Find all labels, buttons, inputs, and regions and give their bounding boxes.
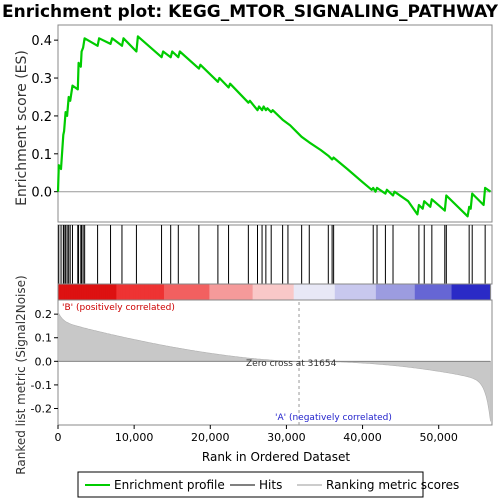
x-tick-label: 20,000 <box>191 431 230 444</box>
legend-item-hits: Hits <box>259 478 282 492</box>
x-tick-label: 40,000 <box>343 431 382 444</box>
es-tick-label: 0.4 <box>31 34 52 49</box>
x-tick-label: 50,000 <box>419 431 458 444</box>
ranked-heatmap-bar <box>58 284 491 300</box>
metric-tick-label: 0.0 <box>35 355 53 368</box>
es-plot-frame <box>58 25 492 222</box>
metric-tick-label: 0.1 <box>35 332 53 345</box>
x-tick-label: 0 <box>55 431 62 444</box>
es-tick-label: 0.3 <box>31 72 52 87</box>
legend: Enrichment profile Hits Ranking metric s… <box>78 472 459 497</box>
legend-item-enrichment: Enrichment profile <box>114 478 225 492</box>
metric-tick-label: -0.1 <box>31 379 52 392</box>
metric-tick-label: 0.2 <box>35 308 53 321</box>
positive-correlation-label: 'B' (positively correlated) <box>62 303 175 313</box>
es-tick-label: 0.2 <box>31 110 52 125</box>
legend-item-metric: Ranking metric scores <box>326 478 459 492</box>
es-tick-label: 0.0 <box>31 186 52 201</box>
chart-title: Enrichment plot: KEGG_MTOR_SIGNALING_PAT… <box>2 2 499 22</box>
hits-frame <box>58 225 492 284</box>
ranked-metric-panel: 0.2 0.1 0.0 -0.1 -0.2 0 10,000 20,000 30,000 40,0… <box>31 300 492 444</box>
es-tick-label: 0.1 <box>31 148 52 163</box>
enrichment-score-panel: 0.0 0.1 0.2 0.3 0.4 <box>31 25 492 222</box>
metric-axis-label: Ranked list metric (Signal2Noise) <box>14 275 28 474</box>
zero-cross-label: Zero cross at 31654 <box>246 359 337 369</box>
negative-correlation-label: 'A' (negatively correlated) <box>275 413 392 423</box>
x-tick-label: 30,000 <box>267 431 306 444</box>
metric-tick-label: -0.2 <box>31 402 52 415</box>
x-axis-label: Rank in Ordered Dataset <box>202 450 350 464</box>
x-tick-label: 10,000 <box>115 431 154 444</box>
hits-panel <box>58 225 492 284</box>
es-axis-label: Enrichment score (ES) <box>14 50 30 206</box>
